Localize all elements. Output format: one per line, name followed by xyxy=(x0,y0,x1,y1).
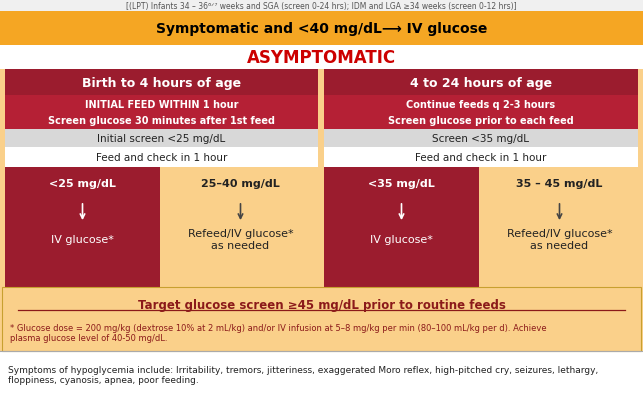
Text: 4 to 24 hours of age: 4 to 24 hours of age xyxy=(410,76,552,89)
Bar xyxy=(324,168,479,287)
Text: Screen glucose prior to each feed: Screen glucose prior to each feed xyxy=(388,116,574,126)
Text: Symptoms of hypoglycemia include: Irritability, tremors, jitteriness, exaggerate: Symptoms of hypoglycemia include: Irrita… xyxy=(8,365,598,384)
Text: * Glucose dose = 200 mg/kg (dextrose 10% at 2 mL/kg) and/or IV infusion at 5–8 m: * Glucose dose = 200 mg/kg (dextrose 10%… xyxy=(10,323,547,343)
Bar xyxy=(5,168,160,287)
Bar xyxy=(5,96,318,130)
Text: Initial screen <25 mg/dL: Initial screen <25 mg/dL xyxy=(97,134,226,144)
Bar xyxy=(2,287,641,351)
Text: Feed and check in 1 hour: Feed and check in 1 hour xyxy=(415,153,547,162)
Bar xyxy=(0,70,643,287)
Bar xyxy=(324,130,638,148)
Text: 35 – 45 mg/dL: 35 – 45 mg/dL xyxy=(516,179,602,189)
Text: Symptomatic and <40 mg/dL⟶ IV glucose: Symptomatic and <40 mg/dL⟶ IV glucose xyxy=(156,22,487,36)
Text: IV glucose*: IV glucose* xyxy=(51,234,114,244)
Bar xyxy=(0,287,643,351)
Bar xyxy=(0,0,643,12)
Text: [(LPT) Infants 34 – 36⁶ᐟ⁷ weeks and SGA (screen 0-24 hrs); IDM and LGA ≥34 weeks: [(LPT) Infants 34 – 36⁶ᐟ⁷ weeks and SGA … xyxy=(126,2,517,11)
Text: Screen glucose 30 minutes after 1st feed: Screen glucose 30 minutes after 1st feed xyxy=(48,116,275,126)
Text: Birth to 4 hours of age: Birth to 4 hours of age xyxy=(82,76,241,89)
Bar xyxy=(0,46,643,70)
Bar xyxy=(324,70,638,96)
Text: Target glucose screen ≥45 mg/dL prior to routine feeds: Target glucose screen ≥45 mg/dL prior to… xyxy=(138,299,505,312)
Text: INITIAL FEED WITHIN 1 hour: INITIAL FEED WITHIN 1 hour xyxy=(85,100,239,110)
Text: <25 mg/dL: <25 mg/dL xyxy=(49,179,116,189)
Bar xyxy=(0,12,643,46)
Text: IV glucose*: IV glucose* xyxy=(370,234,433,244)
Bar xyxy=(324,96,638,130)
Bar xyxy=(5,148,318,168)
Bar xyxy=(5,130,318,148)
Bar xyxy=(324,148,638,168)
Text: ASYMPTOMATIC: ASYMPTOMATIC xyxy=(247,49,396,67)
Text: Refeed/IV glucose*
as needed: Refeed/IV glucose* as needed xyxy=(507,229,612,250)
Bar xyxy=(482,168,637,287)
Bar xyxy=(0,351,643,405)
Text: Feed and check in 1 hour: Feed and check in 1 hour xyxy=(96,153,227,162)
Text: 25–40 mg/dL: 25–40 mg/dL xyxy=(201,179,280,189)
Text: <35 mg/dL: <35 mg/dL xyxy=(368,179,435,189)
Text: Screen <35 mg/dL: Screen <35 mg/dL xyxy=(433,134,529,144)
Text: Continue feeds q 2-3 hours: Continue feeds q 2-3 hours xyxy=(406,100,556,110)
Bar xyxy=(5,70,318,96)
Bar xyxy=(163,168,318,287)
Text: Refeed/IV glucose*
as needed: Refeed/IV glucose* as needed xyxy=(188,229,293,250)
